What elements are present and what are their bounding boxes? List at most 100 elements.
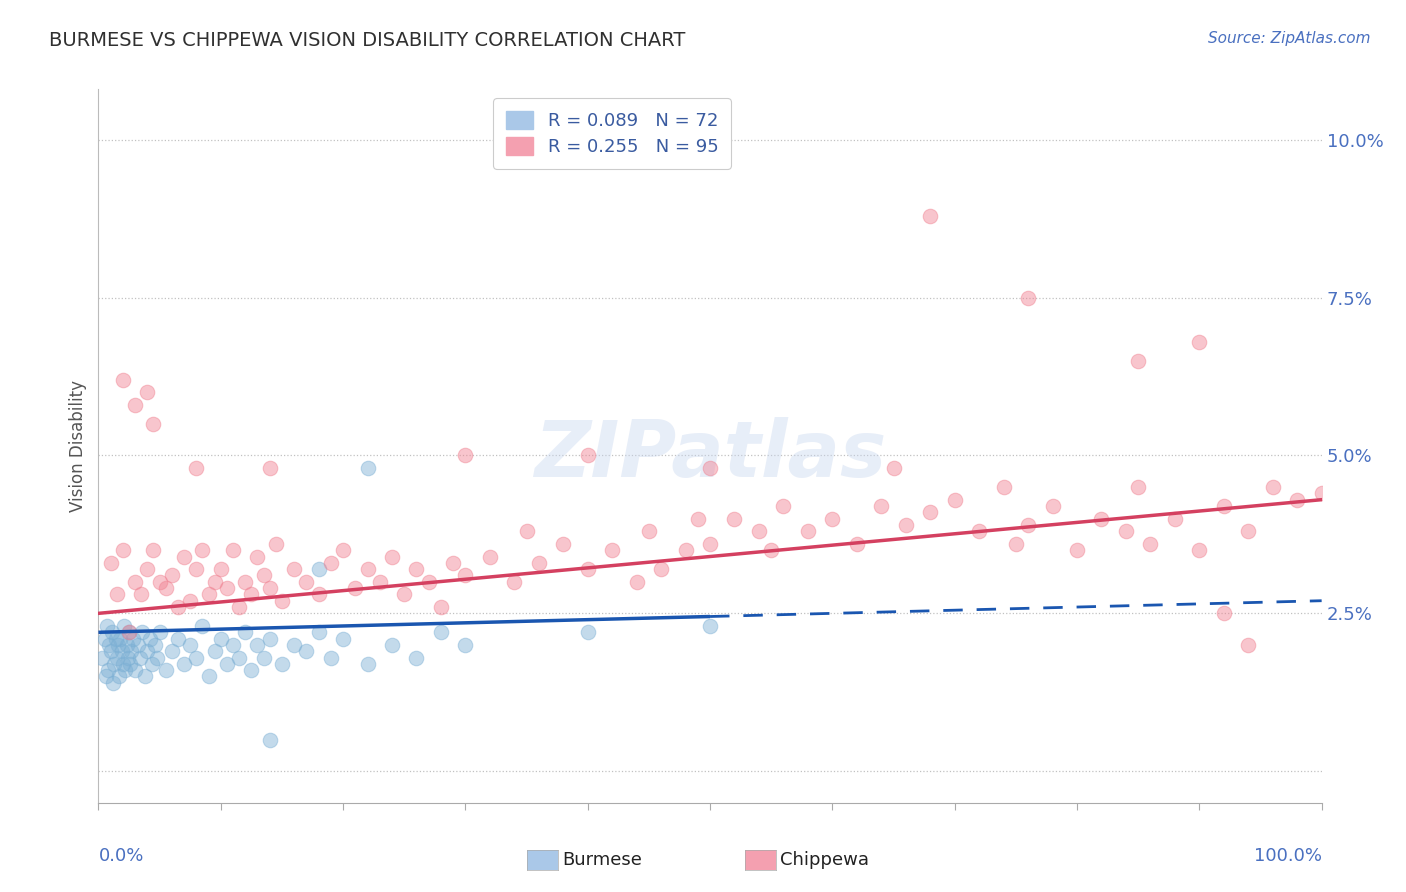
Point <box>240 663 263 677</box>
Text: 0.0%: 0.0% <box>98 847 143 865</box>
Point <box>142 543 165 558</box>
Point <box>115 638 138 652</box>
Point <box>97 663 120 677</box>
Point <box>139 632 162 646</box>
Point <box>430 600 453 615</box>
Point <box>699 461 721 475</box>
Point <box>246 638 269 652</box>
Point <box>576 625 599 640</box>
Point <box>118 625 141 640</box>
Point <box>167 632 190 646</box>
Point <box>1237 638 1260 652</box>
Point <box>252 568 274 582</box>
Point <box>167 600 190 615</box>
Point <box>259 632 281 646</box>
Point <box>723 511 745 525</box>
Point <box>101 625 124 640</box>
Point <box>332 543 354 558</box>
Point <box>356 562 378 576</box>
Point <box>883 461 905 475</box>
Point <box>1188 543 1211 558</box>
Text: BURMESE VS CHIPPEWA VISION DISABILITY CORRELATION CHART: BURMESE VS CHIPPEWA VISION DISABILITY CO… <box>49 31 686 50</box>
Point <box>1017 291 1039 305</box>
Point <box>155 581 177 595</box>
Text: 100.0%: 100.0% <box>1254 847 1322 865</box>
Point <box>894 517 917 532</box>
Point <box>111 373 134 387</box>
Point <box>441 556 464 570</box>
Point <box>186 562 208 576</box>
Point <box>308 625 330 640</box>
Point <box>516 524 538 539</box>
Point <box>98 638 121 652</box>
Point <box>675 543 697 558</box>
Point <box>308 562 330 576</box>
Point <box>821 511 844 525</box>
Point <box>127 638 149 652</box>
Point <box>1004 537 1026 551</box>
Point <box>233 574 256 589</box>
Text: Source: ZipAtlas.com: Source: ZipAtlas.com <box>1208 31 1371 46</box>
Point <box>146 650 169 665</box>
Point <box>186 461 208 475</box>
Point <box>295 644 318 658</box>
Point <box>527 556 550 570</box>
Point <box>332 632 354 646</box>
Point <box>104 632 127 646</box>
Point <box>1066 543 1088 558</box>
Point <box>96 619 118 633</box>
Legend: R = 0.089   N = 72, R = 0.255   N = 95: R = 0.089 N = 72, R = 0.255 N = 95 <box>494 98 731 169</box>
Point <box>761 543 783 558</box>
Point <box>699 537 721 551</box>
Point <box>91 650 114 665</box>
Point <box>748 524 770 539</box>
Point <box>112 619 135 633</box>
Text: ZIPatlas: ZIPatlas <box>534 417 886 493</box>
Point <box>259 461 281 475</box>
Point <box>650 562 672 576</box>
Point <box>117 650 139 665</box>
Point <box>100 556 122 570</box>
Point <box>222 638 245 652</box>
Point <box>108 669 131 683</box>
Point <box>134 669 156 683</box>
Point <box>129 587 152 601</box>
Point <box>259 732 281 747</box>
Point <box>129 650 152 665</box>
Point <box>637 524 661 539</box>
Point <box>454 568 477 582</box>
Point <box>191 619 214 633</box>
Point <box>381 638 404 652</box>
Point <box>1261 480 1284 494</box>
Point <box>136 385 159 400</box>
Point <box>797 524 820 539</box>
Point <box>920 209 942 223</box>
Text: Chippewa: Chippewa <box>780 851 869 869</box>
Point <box>418 574 440 589</box>
Point <box>114 663 136 677</box>
Point <box>405 650 427 665</box>
Point <box>173 657 195 671</box>
Point <box>111 657 134 671</box>
Point <box>143 638 166 652</box>
Point <box>160 644 183 658</box>
Point <box>576 562 599 576</box>
Point <box>368 574 391 589</box>
Point <box>392 587 416 601</box>
Point <box>600 543 623 558</box>
Point <box>454 638 477 652</box>
Point <box>870 499 893 513</box>
Point <box>1188 334 1211 349</box>
Point <box>173 549 195 564</box>
Point <box>503 574 526 589</box>
Point <box>1164 511 1187 525</box>
Point <box>215 657 238 671</box>
Point <box>1212 499 1234 513</box>
Point <box>686 511 709 525</box>
Point <box>259 581 281 595</box>
Point <box>136 562 159 576</box>
Point <box>943 492 966 507</box>
Point <box>993 480 1015 494</box>
Point <box>101 675 124 690</box>
Point <box>107 638 129 652</box>
